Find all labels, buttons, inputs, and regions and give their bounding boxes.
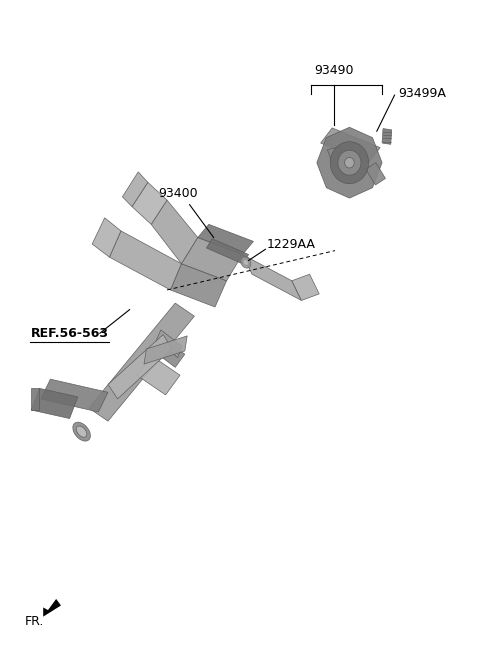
Polygon shape — [31, 388, 78, 419]
Polygon shape — [109, 231, 181, 290]
Polygon shape — [137, 356, 180, 395]
Polygon shape — [92, 218, 121, 257]
Ellipse shape — [345, 157, 354, 168]
Polygon shape — [382, 129, 392, 144]
Ellipse shape — [243, 260, 249, 265]
Polygon shape — [156, 330, 182, 358]
Text: FR.: FR. — [25, 615, 44, 628]
Polygon shape — [242, 255, 301, 300]
Ellipse shape — [73, 422, 90, 441]
Polygon shape — [43, 599, 61, 617]
Polygon shape — [41, 379, 108, 412]
Polygon shape — [327, 147, 346, 167]
Ellipse shape — [330, 142, 369, 184]
Text: 1229AA: 1229AA — [266, 237, 315, 251]
Polygon shape — [108, 335, 172, 399]
Text: 93400: 93400 — [158, 187, 197, 200]
Polygon shape — [206, 239, 249, 264]
Polygon shape — [151, 200, 198, 264]
Polygon shape — [154, 338, 185, 367]
Polygon shape — [89, 303, 194, 421]
Polygon shape — [292, 274, 319, 300]
Polygon shape — [31, 388, 39, 410]
Polygon shape — [366, 163, 385, 185]
Text: REF.56-563: REF.56-563 — [31, 327, 108, 340]
Polygon shape — [317, 127, 382, 198]
Polygon shape — [144, 336, 187, 364]
Ellipse shape — [338, 150, 361, 175]
Polygon shape — [122, 172, 148, 207]
Polygon shape — [198, 224, 253, 255]
Polygon shape — [170, 264, 227, 307]
Text: 93499A: 93499A — [398, 87, 446, 100]
Polygon shape — [321, 128, 380, 163]
Text: 93490: 93490 — [314, 64, 353, 77]
Polygon shape — [181, 237, 242, 281]
Ellipse shape — [240, 256, 251, 268]
Polygon shape — [132, 182, 167, 224]
Ellipse shape — [76, 426, 87, 438]
